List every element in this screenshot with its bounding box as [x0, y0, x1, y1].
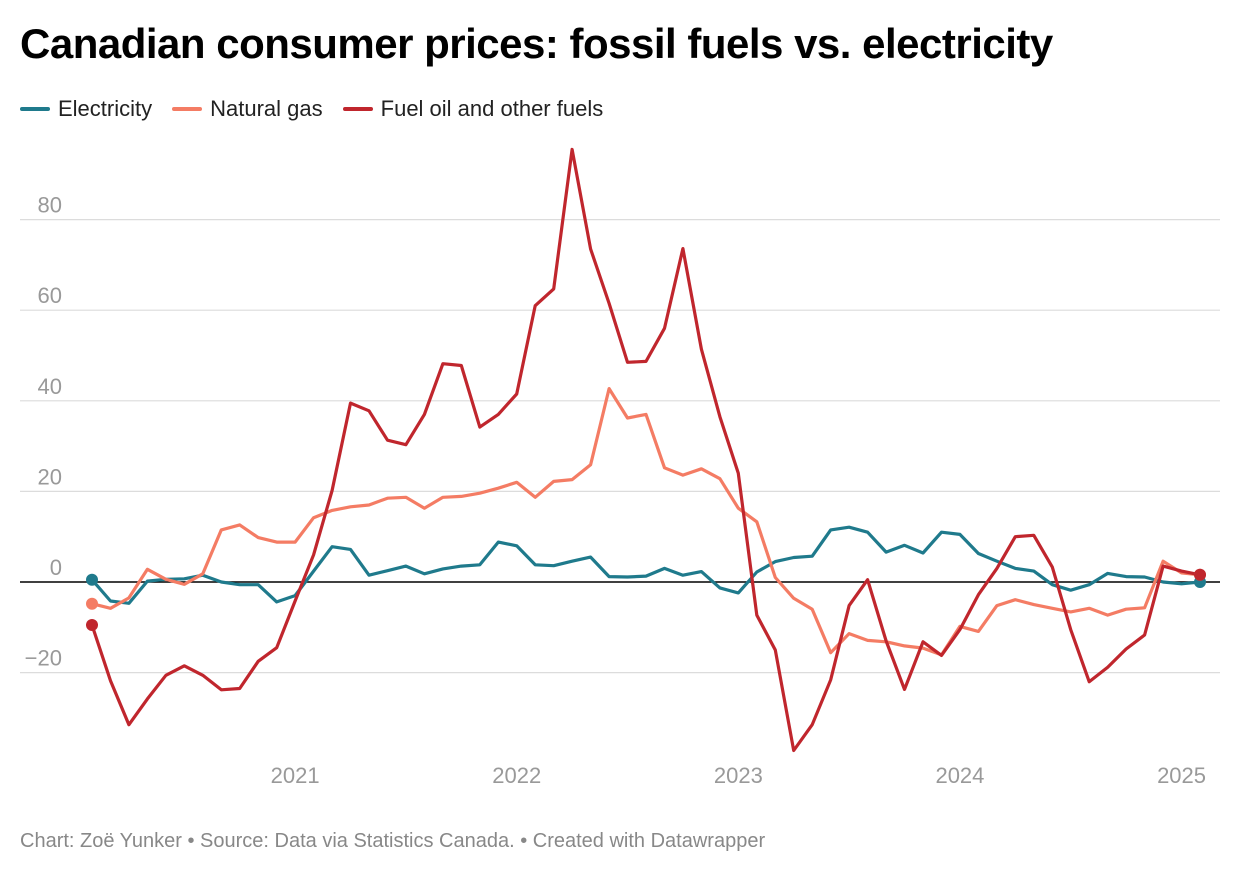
y-tick-label: 20: [38, 464, 62, 489]
series-lines: [90, 147, 1202, 753]
x-tick-label: 2024: [935, 763, 984, 788]
legend-swatch-electricity: [20, 107, 50, 111]
y-tick-label: 40: [38, 374, 62, 399]
legend-label-fuel-oil: Fuel oil and other fuels: [380, 96, 604, 121]
x-tick-label: 2022: [492, 763, 541, 788]
x-tick-label: 2021: [271, 763, 320, 788]
legend-swatch-natural-gas: [172, 107, 203, 111]
chart-title: Canadian consumer prices: fossil fuels v…: [20, 20, 1053, 67]
series-line-fuel-oil-and-other-fuels: [90, 147, 1202, 753]
x-axis-ticks: 2021 2022 2023 2024 2025: [271, 763, 1206, 788]
legend-item-fuel-oil[interactable]: Fuel oil and other fuels: [342, 96, 604, 122]
y-tick-label: 0: [50, 555, 62, 580]
legend-swatch-fuel-oil: [342, 107, 373, 111]
x-tick-label: 2023: [714, 763, 763, 788]
legend-item-electricity[interactable]: Electricity: [20, 96, 152, 122]
start-point-natural-gas: [86, 597, 98, 610]
legend-label-natural-gas: Natural gas: [210, 96, 323, 121]
start-point-fuel-oil-and-other-fuels: [86, 619, 98, 632]
chart-footer: Chart: Zoë Yunker • Source: Data via Sta…: [20, 830, 766, 852]
series-line-electricity: [90, 525, 1202, 605]
legend-label-electricity: Electricity: [58, 96, 153, 121]
legend: Electricity Natural gas Fuel oil and oth…: [20, 96, 603, 122]
x-tick-label: 2025: [1157, 763, 1206, 788]
y-tick-label: −20: [25, 646, 62, 671]
y-tick-label: 60: [38, 283, 62, 308]
legend-item-natural-gas[interactable]: Natural gas: [172, 96, 323, 122]
end-point-fuel-oil-and-other-fuels: [1194, 568, 1206, 581]
series-line-natural-gas: [90, 387, 1202, 657]
y-tick-label: 80: [38, 193, 62, 218]
grid-lines: [20, 219, 1220, 674]
series-endpoints: [86, 568, 1206, 632]
y-axis-ticks: −20 0 20 40 60 80: [25, 193, 62, 671]
start-point-electricity: [86, 573, 98, 586]
